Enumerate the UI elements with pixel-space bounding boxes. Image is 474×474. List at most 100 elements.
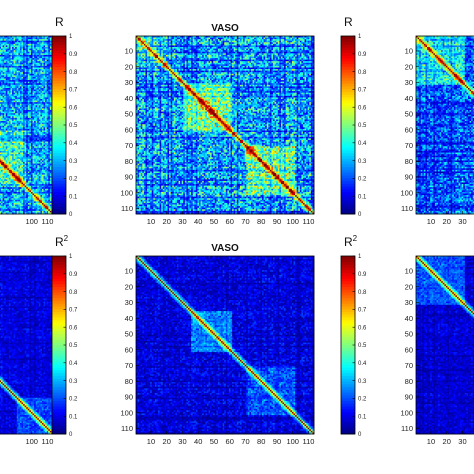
heatmap-cell bbox=[7, 198, 10, 201]
heatmap-cell bbox=[306, 40, 309, 43]
heatmap-cell bbox=[148, 47, 151, 49]
heatmap-cell bbox=[5, 42, 8, 45]
heatmap-cell bbox=[43, 138, 46, 141]
heatmap-cell bbox=[2, 119, 5, 122]
heatmap-cell bbox=[4, 182, 7, 185]
heatmap-cell bbox=[34, 92, 37, 95]
heatmap-cell bbox=[24, 198, 27, 201]
heatmap-cell bbox=[15, 119, 18, 122]
heatmap-cell bbox=[34, 182, 37, 185]
heatmap-cell bbox=[282, 36, 285, 38]
heatmap-cell bbox=[38, 212, 41, 215]
heatmap-cell bbox=[45, 78, 48, 81]
heatmap-cell bbox=[147, 48, 149, 51]
heatmap-cell bbox=[2, 113, 5, 116]
heatmap-cell bbox=[12, 117, 14, 120]
heatmap-cell bbox=[16, 122, 19, 125]
heatmap-cell bbox=[151, 40, 154, 43]
heatmap-cell bbox=[15, 113, 18, 116]
heatmap-cell bbox=[255, 48, 258, 51]
heatmap-cell bbox=[12, 122, 14, 125]
heatmap-cell bbox=[291, 40, 294, 43]
heatmap-cell bbox=[23, 62, 25, 65]
heatmap-cell bbox=[227, 47, 230, 49]
heatmap-cell bbox=[298, 48, 301, 51]
heatmap-cell bbox=[40, 110, 43, 112]
heatmap-cell bbox=[159, 39, 162, 42]
heatmap-cell bbox=[199, 37, 201, 40]
heatmap-cell bbox=[41, 146, 44, 149]
heatmap-cell bbox=[173, 48, 176, 51]
heatmap-cell bbox=[21, 139, 24, 142]
heatmap-cell bbox=[0, 103, 2, 106]
heatmap-cell bbox=[15, 177, 18, 180]
heatmap-cell bbox=[21, 132, 24, 135]
heatmap-cell bbox=[7, 202, 10, 205]
heatmap-cell bbox=[38, 201, 41, 204]
heatmap-cell bbox=[45, 61, 48, 64]
heatmap-cell bbox=[5, 147, 8, 150]
heatmap-cell bbox=[27, 39, 30, 42]
heatmap-cell bbox=[2, 210, 5, 213]
heatmap-cell bbox=[306, 36, 309, 38]
heatmap-cell bbox=[4, 69, 7, 72]
heatmap-cell bbox=[137, 39, 140, 42]
heatmap-cell bbox=[2, 165, 5, 168]
heatmap-cell bbox=[232, 39, 235, 42]
heatmap-cell bbox=[34, 40, 37, 43]
heatmap-cell bbox=[30, 135, 33, 138]
heatmap-cell bbox=[5, 187, 8, 190]
heatmap-cell bbox=[48, 39, 51, 42]
heatmap-cell bbox=[277, 48, 280, 51]
heatmap-cell bbox=[18, 64, 21, 67]
heatmap-cell bbox=[26, 99, 29, 101]
heatmap-cell bbox=[27, 100, 30, 103]
heatmap-cell bbox=[35, 184, 38, 186]
heatmap-cell bbox=[8, 201, 11, 204]
heatmap-cell bbox=[0, 163, 2, 166]
heatmap-cell bbox=[2, 160, 5, 163]
heatmap-cell bbox=[307, 43, 310, 46]
heatmap-cell bbox=[257, 39, 260, 42]
heatmap-cell bbox=[148, 39, 151, 42]
heatmap-cell bbox=[7, 149, 10, 152]
heatmap-cell bbox=[2, 149, 5, 152]
heatmap-cell bbox=[24, 108, 27, 111]
heatmap-cell bbox=[41, 185, 44, 188]
heatmap-cell bbox=[158, 47, 160, 49]
heatmap-cell bbox=[38, 47, 41, 49]
heatmap-cell bbox=[27, 190, 30, 193]
heatmap-cell bbox=[7, 56, 10, 59]
heatmap-cell bbox=[29, 168, 32, 171]
heatmap-cell bbox=[16, 201, 19, 204]
heatmap-cell bbox=[18, 43, 21, 46]
heatmap-cell bbox=[24, 176, 27, 179]
heatmap-cell bbox=[136, 48, 138, 51]
heatmap-cell bbox=[13, 125, 16, 128]
heatmap-cell bbox=[15, 154, 18, 157]
heatmap-cell bbox=[38, 187, 41, 190]
heatmap-cell bbox=[2, 83, 5, 86]
heatmap-cell bbox=[16, 212, 19, 215]
heatmap-cell bbox=[232, 47, 235, 49]
heatmap-cell bbox=[189, 36, 192, 38]
heatmap-cell bbox=[197, 40, 200, 43]
heatmap-cell bbox=[24, 152, 27, 155]
heatmap-cell bbox=[19, 138, 22, 141]
heatmap-cell bbox=[49, 193, 52, 196]
heatmap-cell bbox=[21, 177, 24, 180]
heatmap-cell bbox=[26, 202, 29, 205]
heatmap-cell bbox=[4, 108, 7, 111]
heatmap-cell bbox=[16, 146, 19, 149]
heatmap-cell bbox=[1, 59, 3, 62]
heatmap-cell bbox=[8, 116, 11, 119]
heatmap-cell bbox=[254, 47, 257, 49]
heatmap-cell bbox=[269, 36, 272, 38]
heatmap-cell bbox=[15, 39, 18, 42]
heatmap-cell bbox=[37, 173, 40, 175]
heatmap-cell bbox=[40, 119, 43, 122]
heatmap-cell bbox=[197, 43, 200, 46]
heatmap-cell bbox=[178, 47, 181, 49]
heatmap-cell bbox=[0, 141, 2, 144]
heatmap-cell bbox=[1, 83, 3, 86]
